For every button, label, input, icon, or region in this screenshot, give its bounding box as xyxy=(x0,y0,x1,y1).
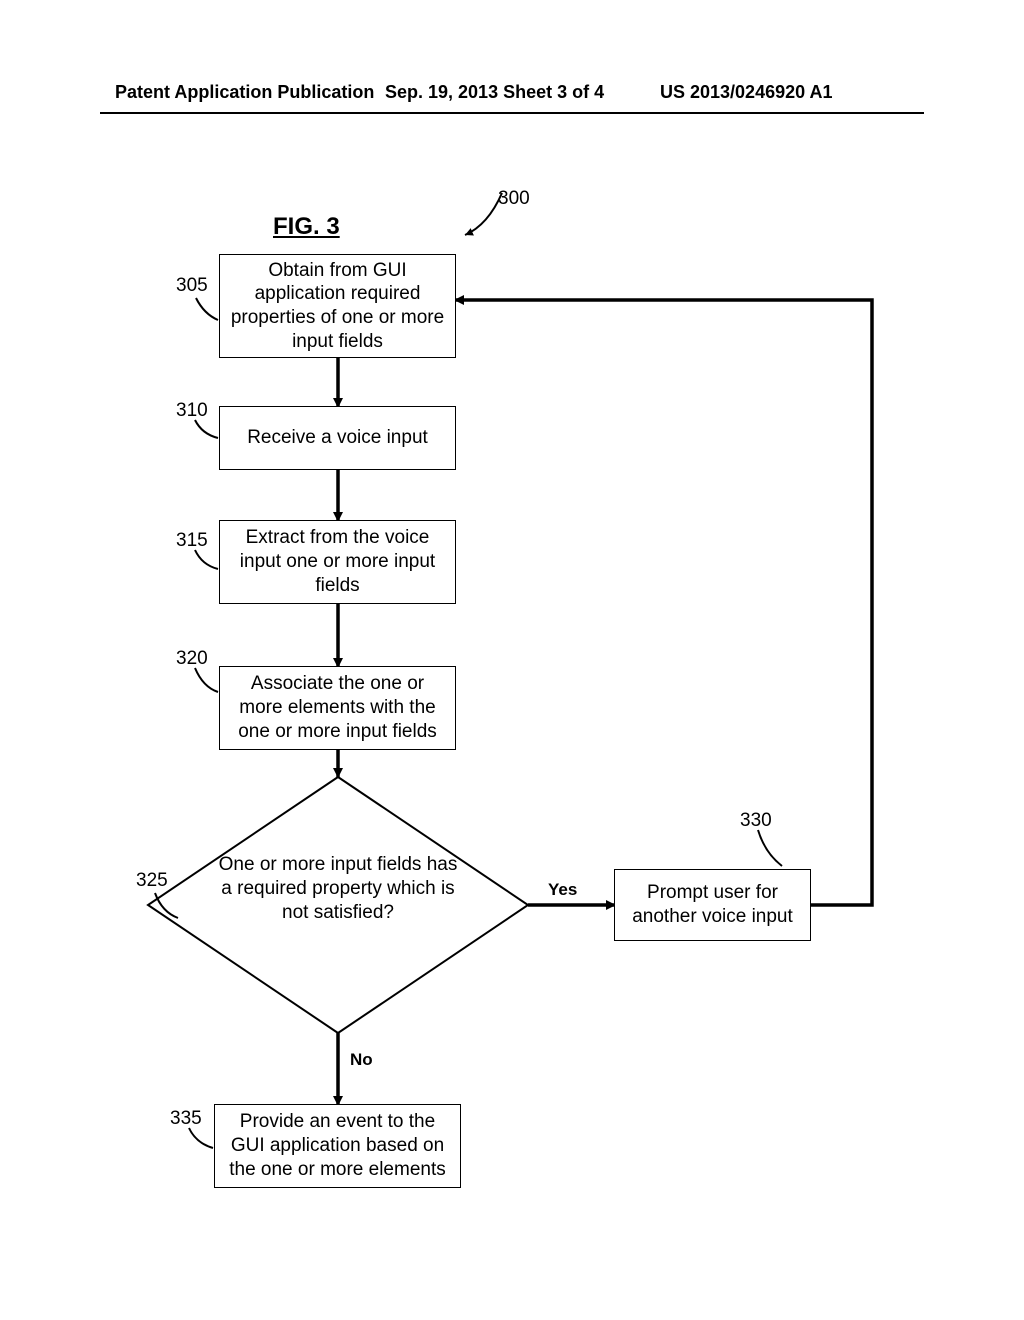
flow-node-330: Prompt user for another voice input xyxy=(615,870,810,940)
flow-decision-325: One or more input fields has a required … xyxy=(213,853,463,924)
ref-label-305: 305 xyxy=(176,275,208,297)
page: Patent Application Publication Sep. 19, … xyxy=(0,0,1024,1320)
ref-label-330: 330 xyxy=(740,810,772,832)
flow-node-335: Provide an event to the GUI application … xyxy=(215,1105,460,1187)
ref-label-335: 335 xyxy=(170,1108,202,1130)
ref-label-310: 310 xyxy=(176,400,208,422)
flow-node-320: Associate the one or more elements with … xyxy=(220,667,455,749)
ref-label-325: 325 xyxy=(136,870,168,892)
ref-label-315: 315 xyxy=(176,530,208,552)
flow-node-315: Extract from the voice input one or more… xyxy=(220,521,455,603)
flow-node-305: Obtain from GUI application required pro… xyxy=(220,255,455,357)
ref-label-320: 320 xyxy=(176,648,208,670)
edge-label-no: No xyxy=(350,1050,373,1070)
flow-node-310: Receive a voice input xyxy=(220,407,455,469)
ref-label-overall: 300 xyxy=(498,188,530,210)
edge-label-yes: Yes xyxy=(548,880,577,900)
